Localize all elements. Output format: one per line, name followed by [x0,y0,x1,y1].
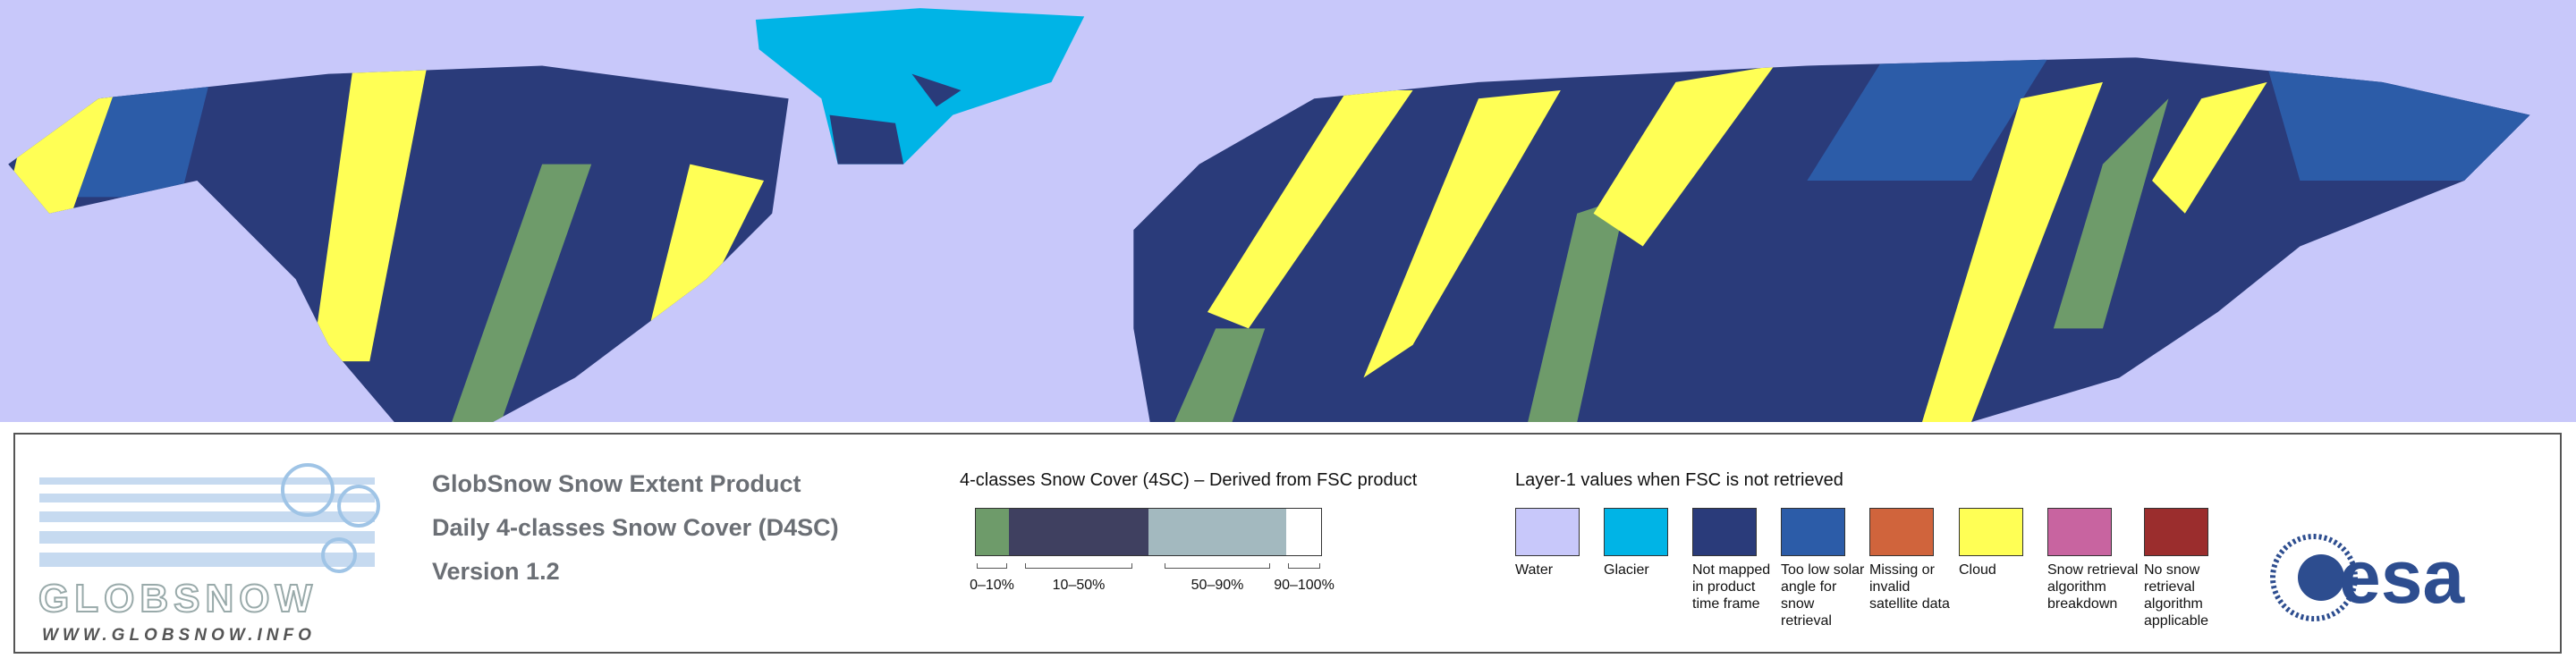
class-swatch [975,508,1009,556]
layer1-label: Cloud [1959,562,1996,578]
globsnow-logo: GLOBSNOW WWW.GLOBSNOW.INFO [38,463,380,645]
layer1-swatch [1959,508,2023,556]
class-label: 10–50% [1052,578,1106,593]
layer1-swatch [1781,508,1845,556]
layer1-swatch [1515,508,1580,556]
layer1-swatch [1604,508,1668,556]
esa-logo: esa [2270,534,2465,621]
layer1-label: Snow retrieval algorithm breakdown [2047,562,2139,612]
logo-name: GLOBSNOW [38,577,318,621]
esa-text: esa [2339,535,2465,619]
snow-map [0,0,2576,422]
layer1-items: Water Glacier Not mapped in product time f… [1515,435,2231,649]
class-label: 0–10% [970,578,1014,593]
layer1-swatch [2047,508,2112,556]
class-bracket [1288,563,1320,569]
product-version: Version 1.2 [432,558,560,585]
class-bracket [977,563,1007,569]
layer1-swatch [1692,508,1757,556]
layer1-label: Too low solar angle for snow retrieval [1781,562,1865,629]
class-swatch [1148,508,1286,556]
class-swatch [1009,508,1148,556]
land [8,57,2530,422]
layer1-label: Glacier [1604,562,1649,578]
layer1-label: No snow retrieval algorithm applicable [2144,562,2209,629]
class-bracket [1165,563,1270,569]
greenland-gap [911,73,962,107]
snow-cover-title: 4-classes Snow Cover (4SC) – Derived fro… [960,470,1418,490]
class-label: 90–100% [1274,578,1335,593]
class-label: 50–90% [1191,578,1244,593]
layer1-swatch [1869,508,1934,556]
logo-url: WWW.GLOBSNOW.INFO [42,626,316,645]
layer1-swatch [2144,508,2208,556]
snow-cover-classes: 0–10% 10–50% 50–90% 90–100% [960,435,1335,649]
greenland-gap [829,114,904,165]
layer1-label: Water [1515,562,1554,578]
product-subtitle: Daily 4-classes Snow Cover (D4SC) [432,514,839,541]
class-bracket [1025,563,1132,569]
layer1-label: Not mapped in product time frame [1692,562,1771,612]
legend-panel: GLOBSNOW WWW.GLOBSNOW.INFO GlobSnow Snow… [13,433,2562,654]
layer1-label: Missing or invalid satellite data [1869,562,1950,612]
product-title: GlobSnow Snow Extent Product [432,470,801,497]
layer1-title: Layer-1 values when FSC is not retrieved [1515,470,1843,490]
class-swatch [1286,508,1322,556]
